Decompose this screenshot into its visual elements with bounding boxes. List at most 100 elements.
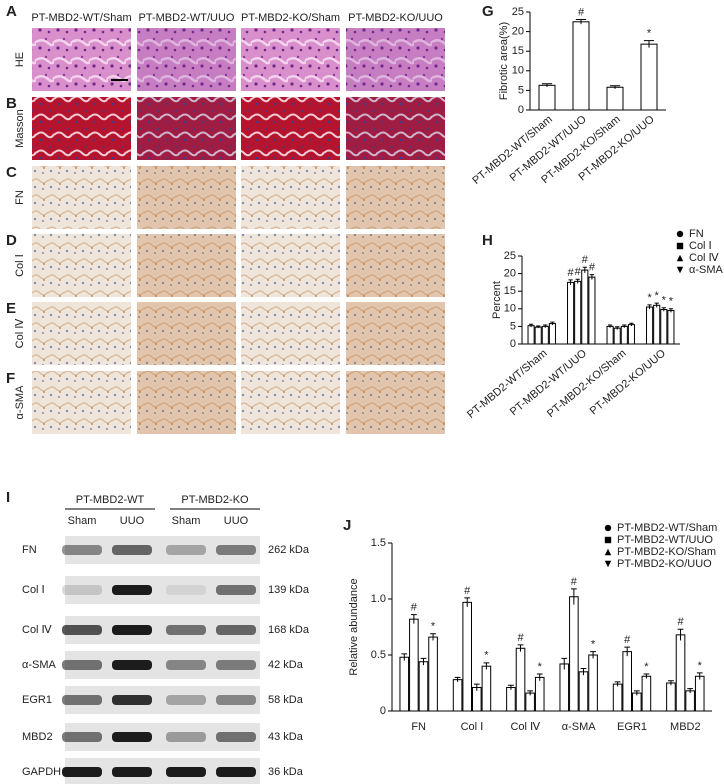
bar (622, 651, 633, 712)
bar (541, 325, 549, 345)
bar (612, 683, 623, 712)
bar (660, 309, 668, 345)
error-bar (541, 83, 553, 87)
bar (694, 675, 705, 712)
legend-label: α-SMA (689, 264, 724, 276)
column-header: PT-MBD2-KO/UUO (348, 12, 443, 24)
histology-tint (346, 234, 445, 297)
blot-band (166, 625, 206, 635)
blot-band (62, 732, 102, 742)
size-label: 168 kDa (268, 624, 310, 636)
significance-mark: # (578, 6, 585, 18)
blot-band (62, 625, 102, 635)
histology-image (137, 28, 236, 91)
error-bar (661, 307, 666, 312)
significance-mark: # (624, 634, 631, 646)
x-tick-label: EGR1 (617, 721, 647, 733)
blot-band (62, 545, 102, 555)
y-tick-label: 25 (504, 250, 516, 262)
panel-label: G (482, 3, 494, 20)
error-bar (647, 304, 652, 310)
error-bar (528, 323, 534, 328)
legend-label: PT-MBD2-WT/UUO (617, 534, 713, 546)
error-bar (677, 628, 684, 641)
histology-image (32, 97, 131, 160)
error-bar (575, 18, 587, 25)
histology-tint (346, 166, 445, 229)
bar (538, 84, 556, 111)
blot-band (166, 660, 206, 670)
error-bar (643, 673, 650, 679)
error-bar (629, 322, 634, 327)
bar (578, 671, 589, 712)
legend-label: PT-MBD2-KO/UUO (617, 558, 712, 570)
error-bar (624, 646, 631, 657)
error-bar (543, 324, 548, 328)
error-bar (430, 633, 436, 641)
significance-mark: # (517, 632, 524, 644)
bar (462, 601, 472, 712)
legend-label: Col Ⅳ (689, 252, 720, 264)
significance-mark: # (589, 262, 596, 274)
blot-band (166, 585, 206, 595)
blot-band (112, 695, 152, 705)
blot-band (112, 767, 152, 777)
histology-tint (137, 302, 236, 365)
error-bar (570, 588, 577, 605)
column-header: PT-MBD2-WT/Sham (31, 12, 131, 24)
significance-mark: * (431, 621, 436, 633)
significance-mark: * (698, 660, 703, 672)
size-label: 262 kDa (268, 544, 310, 556)
panel-label: C (6, 164, 17, 181)
error-bar (536, 673, 543, 681)
y-tick-label: 15 (504, 285, 516, 297)
error-bar (633, 690, 640, 696)
lane-label: UUO (224, 515, 249, 527)
bar (675, 634, 686, 712)
legend-marker (604, 536, 612, 544)
blot-band (62, 660, 102, 670)
histology-image (241, 97, 340, 160)
legend-label: PT-MBD2-KO/Sham (617, 546, 716, 558)
error-bar (607, 324, 613, 328)
blot-group: PT-MBD2-WT (76, 494, 145, 506)
legend-label: FN (689, 228, 704, 240)
size-label: 139 kDa (268, 584, 310, 596)
protein-label: α-SMA (22, 659, 57, 671)
x-tick-label: Col Ⅳ (510, 721, 541, 733)
histology-image (241, 28, 340, 91)
bar (581, 269, 589, 345)
lane-label: Sham (68, 515, 97, 527)
error-bar (687, 688, 694, 694)
panel-label: I (6, 489, 10, 506)
x-tick-label: FN (411, 721, 426, 733)
blot-band (112, 585, 152, 595)
histology-image (137, 302, 236, 365)
panel-label: D (6, 232, 17, 249)
blot-band (112, 545, 152, 555)
legend-marker (676, 230, 684, 238)
protein-label: GAPDH (22, 766, 61, 778)
error-bar (668, 308, 674, 313)
bar (515, 647, 526, 712)
x-tick-label: Col Ⅰ (461, 721, 484, 733)
x-tick-label: α-SMA (562, 721, 597, 733)
legend-marker (604, 524, 612, 532)
error-bar (464, 597, 471, 607)
bar (632, 692, 642, 712)
error-bar (473, 683, 480, 691)
bar (567, 281, 575, 345)
protein-label: MBD2 (22, 731, 53, 743)
significance-mark: # (568, 267, 575, 279)
blot-band (62, 695, 102, 705)
y-tick-label: 10 (512, 65, 524, 77)
histology-image (346, 302, 445, 365)
histology-image (346, 166, 445, 229)
bar (548, 323, 556, 345)
blot-band (166, 767, 206, 777)
y-tick-label: 0.5 (371, 649, 386, 661)
blot-band (166, 732, 206, 742)
legend-label: PT-MBD2-WT/Sham (617, 522, 717, 534)
bar (646, 306, 654, 345)
